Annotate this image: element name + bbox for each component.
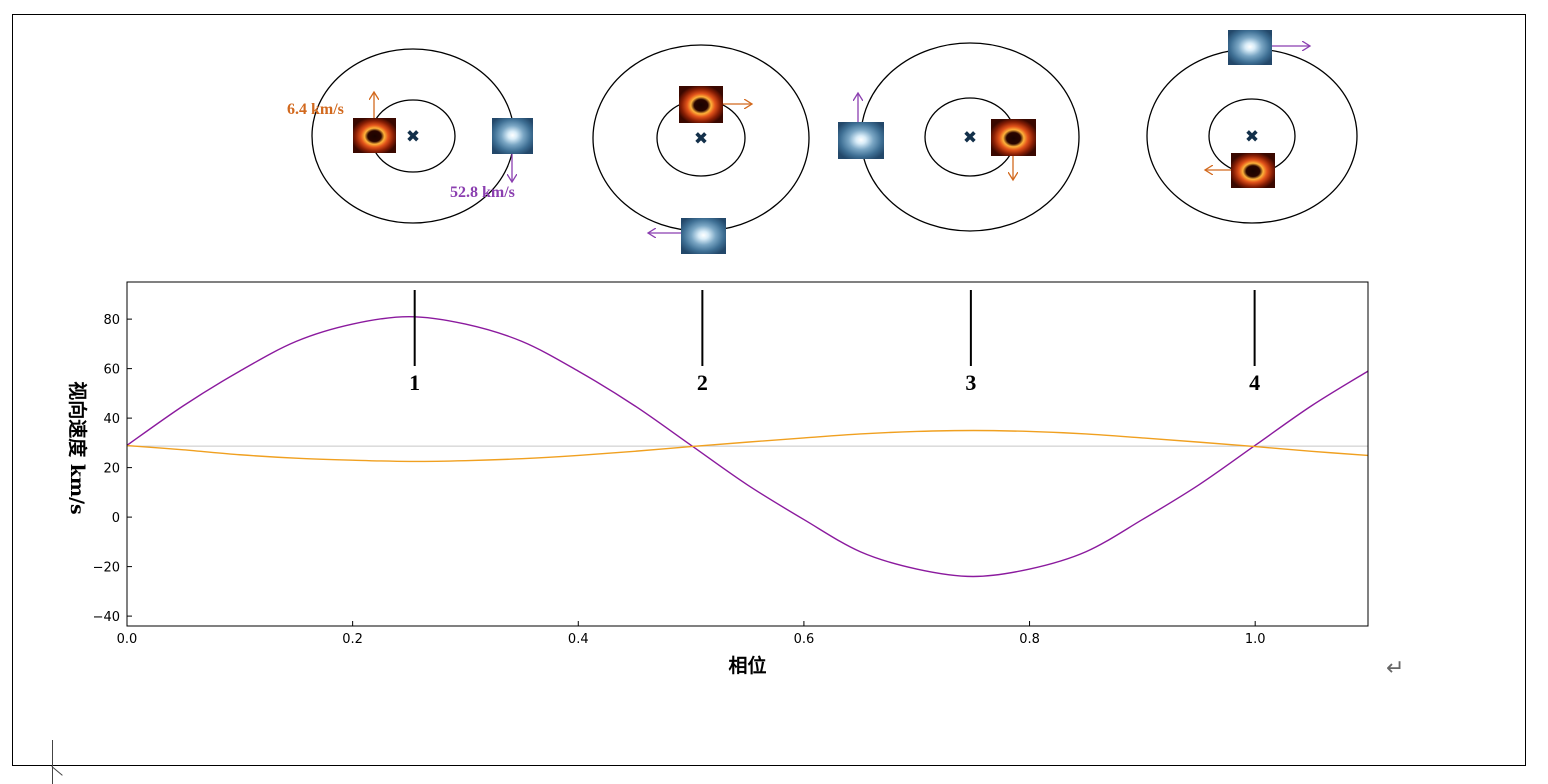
paragraph-mark-icon: ↵ (1386, 656, 1405, 681)
black-hole-icon (679, 86, 723, 123)
y-axis-label: 视向速度 km/s (66, 381, 89, 515)
galaxy-icon (681, 218, 726, 254)
phase-marker-label-4: 4 (1249, 370, 1260, 395)
black-hole-icon (353, 118, 396, 153)
y-tick-label: −40 (93, 610, 120, 625)
galaxy-icon (492, 118, 533, 154)
x-tick-label: 0.6 (794, 632, 815, 647)
x-tick-label: 0.8 (1019, 632, 1040, 647)
y-tick-label: 0 (112, 511, 120, 526)
text-cursor-mark (52, 740, 53, 784)
axis-ticks: 0.0 0.2 0.4 0.6 0.8 1.0 −40 −20 0 20 40 60 80 (93, 313, 1266, 647)
center-mark-icon: ✖ (1245, 127, 1259, 147)
galaxy-icon (1228, 30, 1272, 65)
x-tick-label: 0.2 (342, 632, 363, 647)
phase-marker-label-3: 3 (965, 370, 976, 395)
purple-velocity-label: 52.8 km/s (450, 184, 515, 201)
black-hole-icon (1231, 153, 1275, 188)
phase-markers: 1 2 3 4 (409, 290, 1260, 395)
phase-marker-label-2: 2 (697, 370, 708, 395)
orbit-diagram-4: ✖ (1146, 30, 1358, 224)
plot-frame (126, 281, 1369, 627)
orbit-diagram-3: ✖ (838, 42, 1080, 232)
center-mark-icon: ✖ (694, 129, 708, 149)
y-tick-label: 20 (103, 462, 120, 477)
x-tick-label: 0.0 (117, 632, 138, 647)
series-line-1 (126, 315, 1369, 578)
x-axis-label: 相位 (728, 654, 766, 677)
orbit-diagram-2: ✖ (592, 44, 810, 254)
center-mark-icon: ✖ (406, 127, 420, 147)
black-hole-icon (991, 119, 1036, 156)
series-layer (126, 315, 1369, 578)
y-tick-label: 80 (103, 313, 120, 328)
series-line-2 (126, 429, 1369, 463)
orbit-diagram-1: ✖ 6.4 km/s 52.8 km/s (287, 48, 533, 224)
x-tick-label: 1.0 (1245, 632, 1266, 647)
document-frame (12, 14, 1526, 766)
radial-velocity-chart: 1 2 3 4 0.0 0.2 0.4 0.6 0.8 1.0 −40 −20 0 20 40 60 80 相… (66, 281, 1369, 677)
phase-marker-label-1: 1 (409, 370, 420, 395)
y-tick-label: 40 (103, 412, 120, 427)
galaxy-icon (838, 122, 884, 159)
orange-velocity-label: 6.4 km/s (287, 101, 344, 118)
y-tick-label: 60 (103, 363, 120, 378)
y-tick-label: −20 (93, 561, 120, 576)
x-tick-label: 0.4 (568, 632, 589, 647)
center-mark-icon: ✖ (963, 128, 977, 148)
